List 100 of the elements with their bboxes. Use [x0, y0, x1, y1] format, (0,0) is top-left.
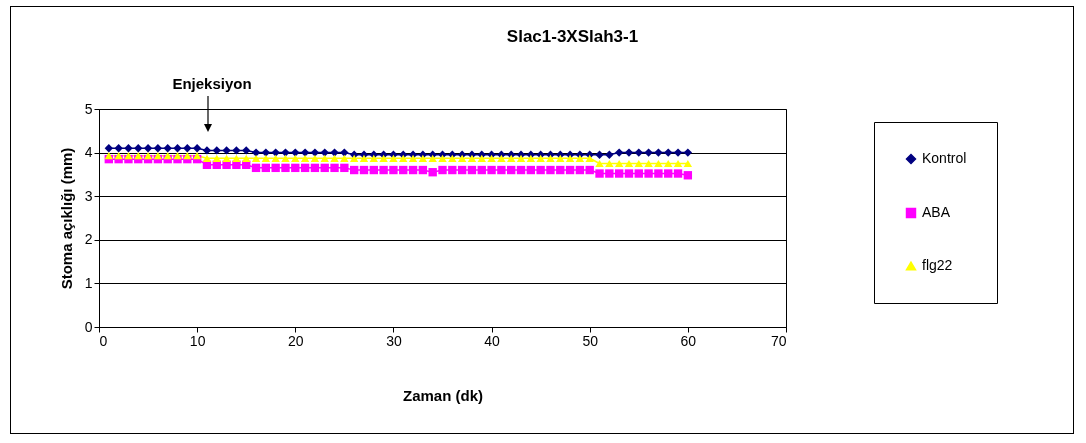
y-axis-title: Stoma açıklığı (mm): [57, 147, 75, 290]
point: [516, 154, 526, 162]
point: [291, 163, 300, 173]
point: [349, 154, 359, 162]
point: [330, 154, 339, 162]
point: [320, 154, 329, 162]
point: [104, 144, 113, 153]
point: [575, 165, 585, 175]
y-tick-label: 4: [84, 144, 93, 161]
point: [330, 163, 339, 173]
point: [664, 148, 673, 157]
point: [369, 165, 378, 175]
point: [212, 154, 221, 162]
point: [457, 165, 467, 175]
point: [526, 165, 536, 175]
point: [143, 152, 153, 160]
point: [163, 152, 172, 160]
x-tick-label: 20: [288, 332, 304, 349]
point: [418, 165, 428, 175]
point: [399, 165, 408, 175]
point: [399, 154, 408, 162]
x-tick-label: 40: [484, 332, 501, 349]
y-tick-label: 1: [84, 274, 93, 291]
point: [605, 150, 614, 159]
x-axis-title: Zaman (dk): [402, 386, 484, 404]
point: [565, 165, 575, 175]
y-tick-label: 5: [84, 100, 93, 117]
point: [408, 165, 418, 175]
point: [654, 159, 663, 168]
point: [673, 159, 683, 168]
point: [271, 154, 280, 162]
x-tick-label: 50: [582, 332, 599, 349]
point: [614, 159, 624, 168]
point: [192, 152, 202, 160]
point: [379, 165, 388, 175]
point: [585, 165, 594, 175]
point: [232, 146, 241, 155]
point: [104, 152, 113, 160]
point: [261, 154, 271, 162]
y-tick-label: 0: [84, 318, 93, 335]
point: [467, 154, 477, 162]
point: [644, 159, 653, 168]
point: [232, 160, 241, 169]
x-tick-label: 30: [386, 332, 402, 349]
point: [487, 165, 496, 175]
point: [408, 154, 418, 162]
point: [634, 169, 643, 178]
point: [497, 154, 506, 162]
point: [173, 144, 182, 153]
point: [624, 169, 634, 178]
point: [497, 165, 506, 175]
point: [487, 154, 496, 162]
point: [281, 154, 290, 162]
point: [654, 148, 663, 157]
point: [683, 148, 693, 157]
point: [418, 154, 428, 162]
point: [664, 169, 673, 178]
point: [134, 152, 143, 160]
point: [300, 163, 310, 173]
point: [477, 165, 486, 175]
point: [124, 152, 133, 160]
point: [153, 144, 163, 153]
point: [546, 165, 555, 175]
point: [114, 144, 123, 153]
point: [340, 163, 349, 173]
point: [575, 154, 585, 162]
point: [614, 169, 624, 178]
point: [664, 159, 673, 168]
point: [359, 165, 369, 175]
point: [183, 152, 192, 160]
point: [134, 144, 143, 153]
point: [232, 154, 241, 162]
point: [369, 154, 378, 162]
point: [673, 148, 683, 157]
point: [428, 154, 437, 162]
point: [320, 148, 329, 157]
legend-label: ABA: [922, 204, 951, 220]
point: [261, 163, 271, 173]
point: [448, 165, 457, 175]
point: [428, 168, 437, 177]
point: [546, 154, 555, 162]
point: [556, 165, 565, 175]
point: [673, 169, 683, 178]
point: [300, 154, 310, 162]
point: [389, 165, 398, 175]
point: [340, 154, 349, 162]
point: [192, 144, 202, 153]
point: [565, 154, 575, 162]
point: [359, 154, 369, 162]
point: [614, 148, 624, 157]
y-tick-label: 2: [84, 231, 93, 248]
point: [242, 154, 251, 162]
legend-label: flg22: [922, 257, 953, 273]
point: [526, 154, 536, 162]
point: [595, 150, 604, 159]
point: [124, 144, 133, 153]
point: [114, 152, 123, 160]
point: [281, 163, 290, 173]
point: [683, 159, 693, 168]
point: [143, 144, 153, 153]
